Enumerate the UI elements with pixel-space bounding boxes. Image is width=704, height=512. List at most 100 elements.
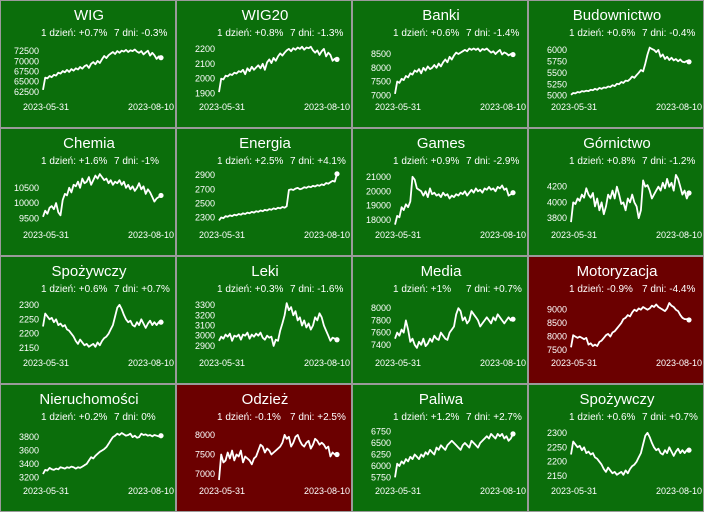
x-start-label: 2023-05-31 (199, 102, 245, 112)
last-point (510, 431, 516, 437)
chart-title: Odzież (242, 391, 289, 408)
series-line (394, 433, 514, 478)
x-start-label: 2023-05-31 (551, 358, 597, 368)
chart-title: Nieruchomości (39, 391, 138, 408)
y-tick-label: 3800 (547, 213, 567, 223)
last-point (334, 451, 340, 458)
series-line (570, 302, 690, 348)
last-point (158, 319, 164, 325)
series-line (394, 307, 514, 349)
chart-panel: Chemia 1 dzień: +1.6% 7 dni: -1% 9500 10000 1… (0, 128, 176, 256)
series-line (42, 432, 162, 475)
y-tick-label: 3400 (19, 459, 39, 469)
series-line (218, 302, 338, 347)
y-tick-label: 4200 (547, 182, 567, 192)
week-change-label: 7 dni: -0.4% (642, 28, 695, 39)
week-change-label: 7 dni: +0.7% (642, 412, 698, 423)
y-tick-label: 1900 (195, 89, 215, 99)
y-tick-label: 8000 (547, 332, 567, 342)
y-tick-label: 6500 (371, 438, 391, 448)
y-tick-label: 7500 (547, 345, 567, 355)
chart-panel: Leki 1 dzień: +0.3% 7 dni: -1.6% 2900 3000 31… (176, 256, 352, 384)
y-tick-label: 20000 (366, 186, 391, 196)
y-tick-label: 2300 (547, 428, 567, 438)
chart-svg: Leki 1 dzień: +0.3% 7 dni: -1.6% 2900300031… (195, 263, 350, 368)
week-change-label: 7 dni: -1.6% (290, 284, 343, 295)
y-tick-label: 2250 (19, 314, 39, 324)
day-change-label: 1 dzień: +0.3% (217, 284, 284, 295)
x-end-label: 2023-08-10 (128, 102, 174, 112)
chart-title: Spożywczy (579, 391, 655, 408)
y-tick-label: 2150 (547, 471, 567, 481)
chart-svg: Odzież 1 dzień: -0.1% 7 dni: +2.5% 7000 7500… (195, 391, 350, 496)
y-tick-label: 7400 (371, 340, 391, 350)
last-point (334, 56, 340, 62)
y-tick-label: 5500 (547, 68, 567, 78)
chart-svg: Games 1 dzień: +0.9% 7 dni: -2.9% 18000 1900… (366, 135, 526, 240)
y-tick-label: 3200 (19, 472, 39, 482)
series-line (570, 46, 690, 96)
series-line (218, 173, 338, 221)
chart-title: Budownictwo (573, 7, 661, 24)
day-change-label: 1 dzień: +0.2% (41, 412, 108, 423)
x-end-label: 2023-08-10 (304, 102, 350, 112)
chart-panel: Nieruchomości 1 dzień: +0.2% 7 dni: 0% 3200… (0, 384, 176, 512)
y-tick-label: 7500 (371, 77, 391, 87)
last-point (686, 190, 692, 196)
y-tick-label: 7600 (371, 328, 391, 338)
y-tick-label: 6250 (371, 450, 391, 460)
y-tick-label: 2250 (547, 442, 567, 452)
y-tick-label: 7500 (195, 450, 215, 460)
chart-title: Motoryzacja (577, 263, 659, 280)
x-end-label: 2023-08-10 (656, 486, 702, 496)
chart-title: Energia (239, 135, 291, 152)
y-tick-label: 5000 (547, 91, 567, 101)
y-tick-label: 21000 (366, 172, 391, 182)
chart-panel: Media 1 dzień: +1% 7 dni: +0.7% 7400 7600 780… (352, 256, 528, 384)
y-tick-label: 2300 (19, 300, 39, 310)
chart-title: Paliwa (419, 391, 464, 408)
chart-panel: Budownictwo 1 dzień: +0.6% 7 dni: -0.4% 500… (528, 0, 704, 128)
x-end-label: 2023-08-10 (128, 230, 174, 240)
y-tick-label: 3800 (19, 432, 39, 442)
chart-title: Leki (251, 263, 279, 280)
chart-panel: WIG20 1 dzień: +0.8% 7 dni: -1.3% 1900 2000 2… (176, 0, 352, 128)
last-point (686, 447, 692, 453)
series-line (570, 431, 689, 476)
day-change-label: 1 dzień: +1.6% (41, 156, 108, 167)
x-end-label: 2023-08-10 (480, 102, 526, 112)
x-start-label: 2023-05-31 (199, 230, 245, 240)
series-line (218, 434, 337, 481)
day-change-label: 1 dzień: +1.2% (393, 412, 460, 423)
x-end-label: 2023-08-10 (656, 230, 702, 240)
y-tick-label: 3200 (195, 310, 215, 320)
week-change-label: 7 dni: +0.7% (114, 284, 170, 295)
last-point (158, 55, 164, 61)
y-tick-label: 65000 (14, 77, 39, 87)
x-start-label: 2023-05-31 (551, 486, 597, 496)
x-start-label: 2023-05-31 (23, 230, 69, 240)
x-start-label: 2023-05-31 (551, 230, 597, 240)
x-start-label: 2023-05-31 (23, 486, 69, 496)
chart-svg: Banki 1 dzień: +0.6% 7 dni: -1.4% 7000 7500 8… (371, 7, 526, 112)
x-end-label: 2023-08-10 (304, 486, 350, 496)
series-line (394, 175, 514, 225)
last-point (686, 59, 692, 65)
chart-panel: Motoryzacja 1 dzień: -0.9% 7 dni: -4.4% 750… (528, 256, 704, 384)
series-line (42, 303, 161, 348)
y-tick-label: 18000 (366, 215, 391, 225)
y-tick-label: 3000 (195, 331, 215, 341)
chart-title: WIG (74, 7, 104, 24)
chart-title: Media (421, 263, 463, 280)
y-tick-label: 8500 (371, 49, 391, 59)
chart-svg: Górnictwo 1 dzień: +0.8% 7 dni: -1.2% 3800 4… (547, 135, 702, 240)
last-point (334, 337, 340, 343)
chart-svg: Motoryzacja 1 dzień: -0.9% 7 dni: -4.4% 750… (547, 263, 702, 368)
chart-panel: Banki 1 dzień: +0.6% 7 dni: -1.4% 7000 7500 8… (352, 0, 528, 128)
y-tick-label: 8000 (371, 303, 391, 313)
x-start-label: 2023-05-31 (199, 486, 245, 496)
x-start-label: 2023-05-31 (375, 486, 421, 496)
week-change-label: 7 dni: -1.2% (642, 156, 695, 167)
y-tick-label: 62500 (14, 87, 39, 97)
